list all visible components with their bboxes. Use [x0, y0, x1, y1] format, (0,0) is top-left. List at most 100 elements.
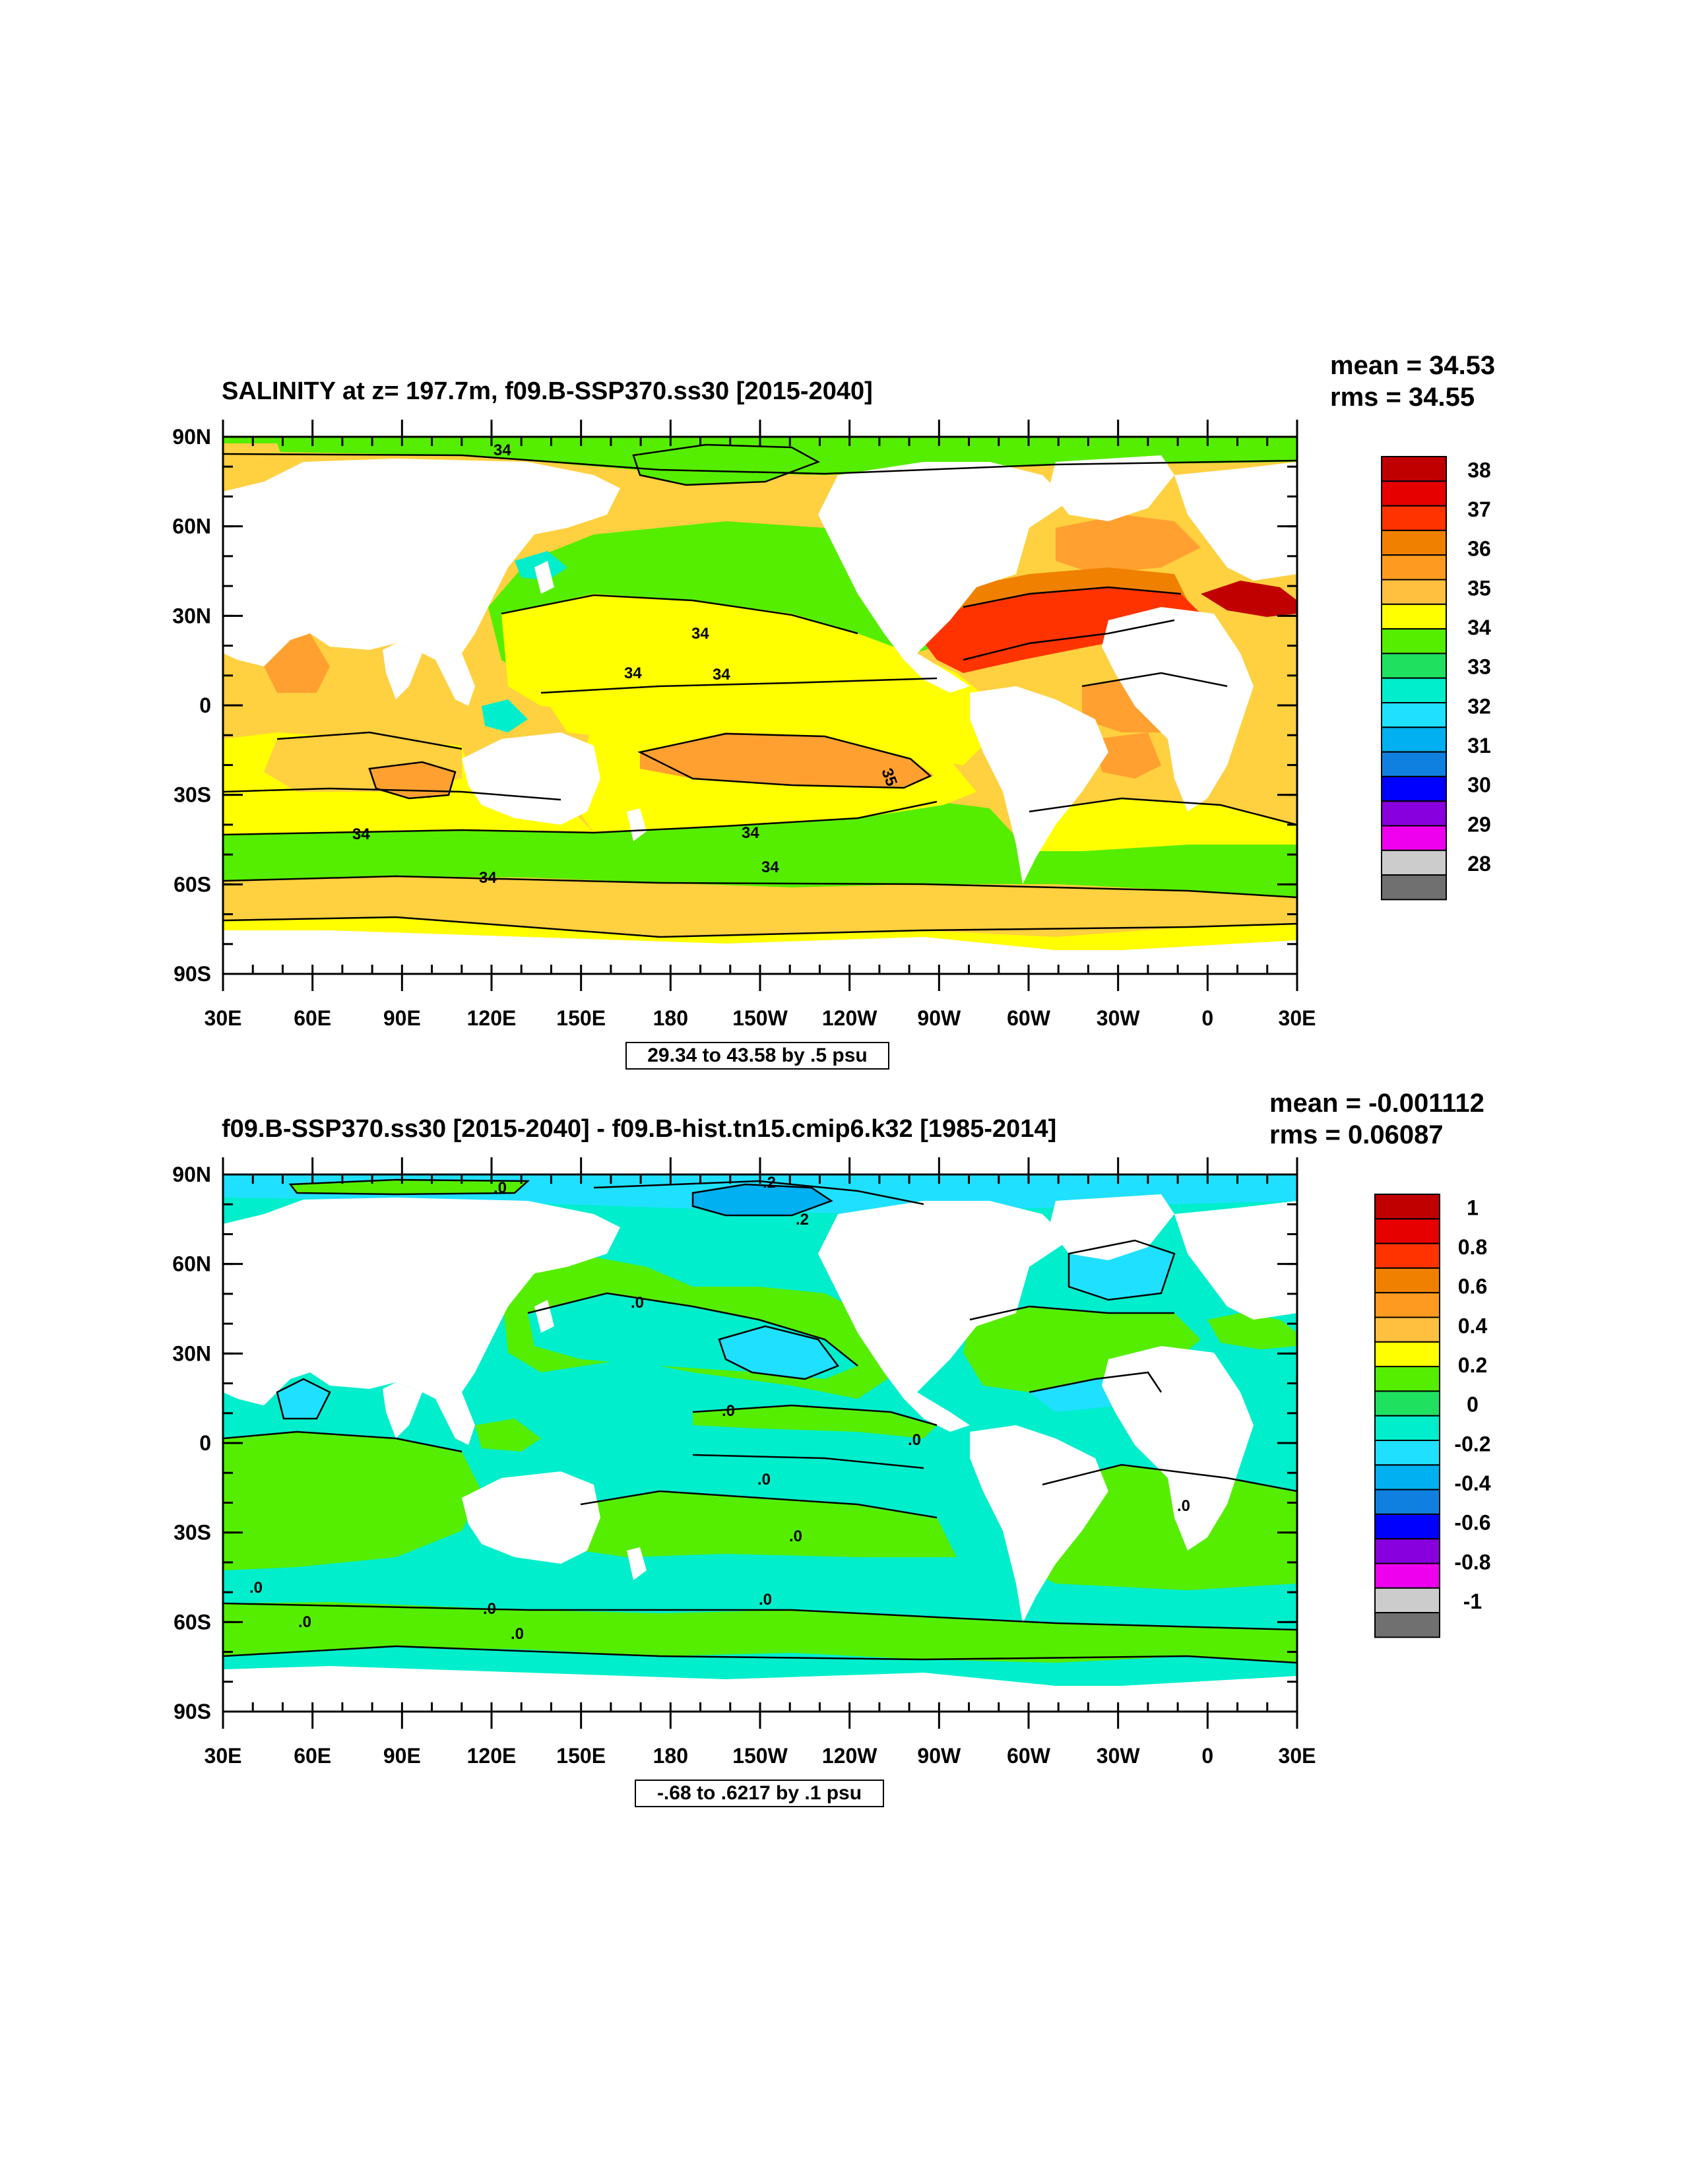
colorbar-box	[1374, 1562, 1440, 1589]
contour-label: .0	[494, 1179, 507, 1197]
lat-label: 0	[199, 1431, 211, 1455]
land-masses	[223, 1194, 1297, 1712]
lon-label: 120W	[822, 1006, 877, 1030]
lon-label: 120E	[467, 1006, 517, 1030]
new-zealand	[627, 1547, 647, 1580]
panel-2-title: f09.B-SSP370.ss30 [2015-2040] - f09.B-hi…	[222, 1115, 1057, 1143]
colorbar-box	[1374, 1390, 1440, 1417]
colorbar-box	[1381, 554, 1447, 581]
contour-lines	[223, 1178, 1297, 1664]
colorbar-label: 0.4	[1458, 1314, 1488, 1337]
lon-label: 30E	[1279, 1744, 1316, 1768]
lat-label: 30S	[174, 783, 211, 807]
lon-label: 60E	[294, 1006, 331, 1030]
australia	[462, 732, 600, 825]
contour-label: .0	[759, 1591, 772, 1609]
colorbar-box	[1374, 1194, 1440, 1220]
contour-label: .0	[908, 1431, 921, 1449]
axis-ticks	[222, 1157, 1298, 1729]
panel-2-map: .2 .2 .0 .0 .0 .0 .0 .0 .0 .0 .0 .0 .0 .…	[172, 1157, 1491, 1768]
panel-2-range-box: -.68 to .6217 by .1 psu	[635, 1780, 884, 1807]
lon-label: 150E	[556, 1744, 606, 1768]
indonesia-green	[475, 1419, 541, 1452]
arctic-green-strip	[290, 1180, 528, 1194]
lon-label: 60W	[1007, 1006, 1051, 1030]
greenland	[1049, 455, 1174, 521]
south-atlantic-yellow	[1029, 798, 1297, 851]
colorbar-label: 0.6	[1458, 1275, 1487, 1299]
colorbar-label: 1	[1467, 1196, 1479, 1219]
panel-1-title: SALINITY at z= 197.7m, f09.B-SSP370.ss30…	[222, 377, 873, 405]
colorbar-box	[1381, 825, 1447, 851]
lat-label: 30N	[172, 1341, 211, 1365]
colorbar-label: 32	[1467, 694, 1491, 718]
southern-green-band	[223, 802, 1297, 897]
lon-label: 180	[653, 1006, 688, 1030]
axis-ticks	[222, 420, 1298, 991]
lon-label: 30W	[1097, 1744, 1141, 1768]
panel-1-range-text: 29.34 to 43.58 by .5 psu	[647, 1044, 868, 1066]
lat-label: 30S	[174, 1521, 211, 1545]
lon-label: 30W	[1097, 1006, 1141, 1030]
contour-label: 34	[479, 869, 497, 887]
colorbar-box	[1381, 702, 1447, 728]
lon-labels: 30E 60E 90E 120E 150E 180 150W 120W 90W 60W 30W 0 30…	[205, 1006, 1316, 1030]
india	[383, 643, 422, 699]
south-america	[970, 1425, 1108, 1623]
colorbar-box	[1381, 775, 1447, 802]
colorbar-label: 30	[1467, 773, 1491, 797]
panel-2-range-text: -.68 to .6217 by .1 psu	[656, 1782, 862, 1804]
colorbar-box	[1374, 1218, 1440, 1244]
antarctica	[223, 1666, 1297, 1712]
contour-label: 34	[352, 825, 370, 843]
colorbar-label: -0.4	[1454, 1471, 1490, 1495]
lon-label: 90W	[917, 1006, 961, 1030]
lon-label: 90E	[383, 1006, 421, 1030]
north-pacific-cyan	[719, 1326, 838, 1379]
lon-label: 120W	[822, 1744, 877, 1768]
lat-label: 60S	[174, 1610, 211, 1634]
contour-label: 34	[624, 664, 642, 682]
colorbar-label: 28	[1467, 852, 1491, 876]
contour-label: .0	[483, 1600, 496, 1618]
southern-green-band	[223, 1602, 1297, 1663]
panel-1-rms: rms = 34.55	[1330, 383, 1475, 412]
lat-labels: 90N 60N 30N 0 30S 60S 90S	[172, 425, 211, 986]
southern-ocean-yellow-rim	[223, 917, 1297, 950]
panel-1-mean: mean = 34.53	[1330, 351, 1496, 380]
australia	[462, 1471, 600, 1564]
colorbar-box	[1381, 849, 1447, 876]
contour-label: .0	[298, 1613, 311, 1631]
colorbar-box	[1374, 1489, 1440, 1515]
north-america	[818, 462, 1069, 693]
arctic-pacific-pool	[633, 443, 818, 485]
colorbar: 1 0.8 0.6 0.4 0.2 0 -0.2 -0.4 -0.6 -0.8 -1	[1374, 1194, 1491, 1638]
southern-ocean-gold-rim	[223, 876, 1297, 937]
contour-label: .0	[631, 1294, 644, 1312]
mediterranean-darkred	[1201, 581, 1297, 617]
contour-label: .2	[796, 1211, 809, 1229]
mediterranean-green	[1207, 1313, 1297, 1349]
colorbar-label: 35	[1467, 576, 1491, 600]
panel-1-map: 34 34 34 34 35 34 34 34 34 90N 60N 30N 0 30S…	[172, 420, 1491, 1030]
contour-label: .0	[511, 1625, 524, 1643]
lon-label: 60E	[294, 1744, 331, 1768]
colorbar-box	[1381, 653, 1447, 679]
contour-label: .0	[789, 1527, 802, 1545]
south-atlantic-orange	[1095, 732, 1161, 779]
colorbar-box	[1374, 1267, 1440, 1294]
equatorial-yellow	[541, 680, 990, 765]
panel-2-rms: rms = 0.06087	[1269, 1120, 1444, 1149]
colorbar-label: 37	[1467, 498, 1491, 521]
contour-lines	[223, 443, 1297, 938]
colorbar-box	[1381, 529, 1447, 556]
antarctica	[223, 930, 1297, 974]
lon-label: 0	[1201, 1006, 1213, 1030]
colorbar-label: 0	[1467, 1393, 1479, 1417]
lon-label: 150W	[732, 1006, 788, 1030]
contour-label: .2	[763, 1174, 776, 1192]
colorbar-label: -0.8	[1454, 1550, 1490, 1574]
contour-label: 34	[494, 441, 511, 459]
arctic-blue-pool	[693, 1184, 831, 1215]
india	[383, 1382, 422, 1438]
